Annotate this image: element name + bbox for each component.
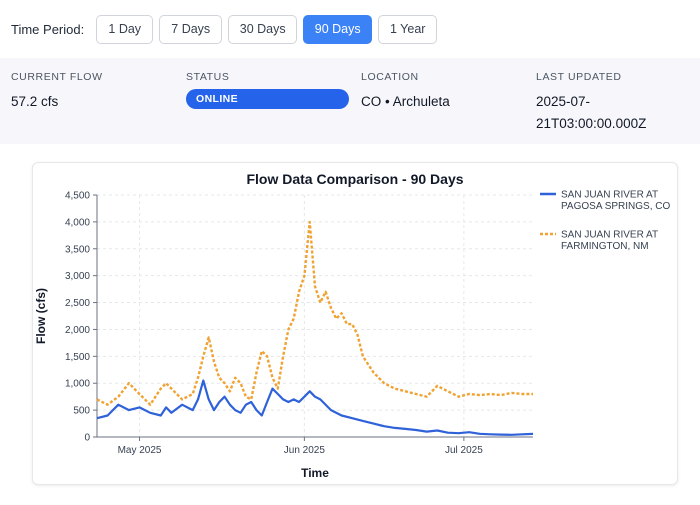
chart-title: Flow Data Comparison - 90 Days	[246, 171, 463, 187]
time-period-label: Time Period:	[11, 21, 85, 37]
last-updated-value-line2: 21T03:00:00.000Z	[536, 116, 647, 131]
x-tick-label: Jun 2025	[284, 445, 326, 456]
y-tick-label: 3,500	[65, 244, 90, 255]
period-button-1-day[interactable]: 1 Day	[96, 14, 154, 44]
y-tick-label: 2,500	[65, 298, 90, 309]
legend-label-line2: FARMINGTON, NM	[561, 241, 649, 252]
y-axis-label: Flow (cfs)	[34, 288, 48, 344]
current-flow-value: 57.2 cfs	[11, 94, 59, 109]
flow-chart: Flow Data Comparison - 90 Days 0 500 1,000 1…	[34, 171, 671, 480]
location-label: LOCATION	[361, 71, 419, 83]
time-period-bar: Time Period: 1 Day 7 Days 30 Days 90 Day…	[0, 0, 700, 58]
x-tick-label: Jul 2025	[445, 445, 483, 456]
series-line-farmington	[96, 220, 533, 406]
x-axis-label: Time	[301, 466, 329, 480]
location-block: LOCATION CO • Archuleta	[361, 71, 450, 113]
legend-label-line1: SAN JUAN RIVER AT	[561, 190, 658, 201]
current-flow-label: CURRENT FLOW	[11, 71, 103, 83]
y-tick-label: 4,500	[65, 191, 90, 202]
y-tick-label: 500	[73, 406, 90, 417]
legend-label-line2: PAGOSA SPRINGS, CO	[561, 201, 671, 212]
last-updated-value-line1: 2025-07-	[536, 94, 591, 109]
last-updated-block: LAST UPDATED 2025-07- 21T03:00:00.000Z	[536, 71, 646, 135]
y-tick-label: 2,000	[65, 325, 90, 336]
status-label: STATUS	[186, 71, 230, 83]
last-updated-value: 2025-07- 21T03:00:00.000Z	[536, 91, 646, 135]
location-value: CO • Archuleta	[361, 94, 450, 109]
y-tick-label: 1,000	[65, 379, 90, 390]
x-tick-label: May 2025	[118, 445, 162, 456]
info-strip: CURRENT FLOW 57.2 cfs STATUS ONLINE LOCA…	[0, 58, 700, 144]
period-button-7-days[interactable]: 7 Days	[159, 14, 223, 44]
y-tick-label: 3,000	[65, 271, 90, 282]
last-updated-label: LAST UPDATED	[536, 71, 622, 83]
period-button-90-days[interactable]: 90 Days	[303, 14, 373, 44]
y-tick-label: 0	[84, 433, 90, 444]
status-badge: ONLINE	[186, 89, 349, 109]
period-button-1-year[interactable]: 1 Year	[378, 14, 438, 44]
legend-label-line1: SAN JUAN RIVER AT	[561, 230, 658, 241]
period-button-30-days[interactable]: 30 Days	[228, 14, 298, 44]
y-tick-label: 1,500	[65, 352, 90, 363]
series-line-pagosa	[96, 379, 534, 436]
chart-card: Flow Data Comparison - 90 Days 0 500 1,000 1…	[32, 162, 678, 485]
status-block: STATUS ONLINE	[186, 71, 349, 109]
current-flow-block: CURRENT FLOW 57.2 cfs	[11, 71, 103, 113]
y-tick-label: 4,000	[65, 217, 90, 228]
